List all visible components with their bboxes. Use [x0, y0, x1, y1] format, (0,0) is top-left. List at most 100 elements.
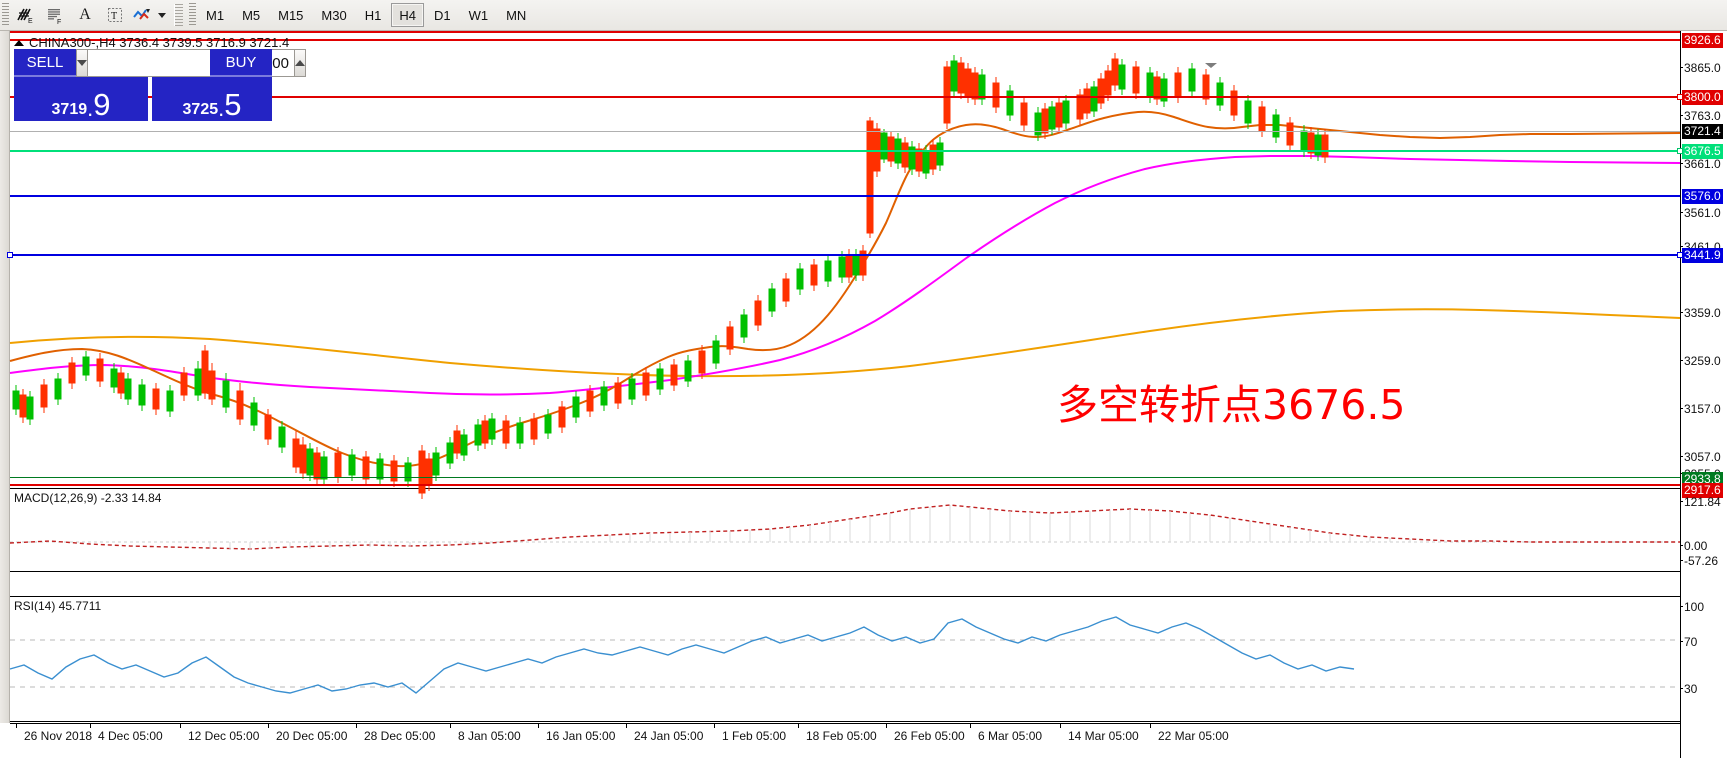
level-handle-3441-right[interactable]	[1677, 252, 1683, 258]
price-tick: 3359.0	[1680, 306, 1721, 320]
main-toolbar: E F A T	[0, 0, 1727, 31]
time-tick: 18 Feb 05:00	[798, 723, 877, 743]
macd-plot	[9, 504, 1680, 550]
chart-annotation-text[interactable]: 多空转折点3676.5	[1057, 381, 1406, 429]
toolbar-grip[interactable]	[2, 3, 9, 27]
rsi-label: RSI(14) 45.7711	[14, 599, 102, 613]
rsi-tick-30: 30	[1679, 682, 1698, 696]
level-line-3576[interactable]	[10, 195, 1680, 197]
level-line-2933	[10, 477, 1680, 478]
time-tick: 4 Dec 05:00	[90, 723, 163, 743]
macd-tick-min: -57.26	[1679, 554, 1719, 568]
volume-increment-button[interactable]	[294, 49, 306, 77]
svg-text:F: F	[57, 19, 61, 26]
expand-triangle-icon[interactable]	[14, 39, 24, 46]
price-badge-last[interactable]: 3721.4	[1682, 124, 1723, 139]
timeframe-d1[interactable]: D1	[433, 7, 451, 23]
expert-advisors-icon[interactable]: E	[10, 2, 40, 29]
sell-button[interactable]: SELL	[14, 49, 76, 77]
level-handle-3800[interactable]	[1677, 94, 1683, 100]
rsi-panel[interactable]: RSI(14) 45.7711	[9, 596, 1680, 722]
rsi-tick-70: 70	[1679, 635, 1698, 649]
price-tick: 3259.0	[1680, 354, 1721, 368]
toolbar-separator	[174, 4, 183, 26]
time-tick: 1 Feb 05:00	[713, 723, 787, 743]
price-scale-axis[interactable]: 3865.0 3763.0 3661.0 3561.0 3461.0 3359.…	[1679, 31, 1727, 758]
chart-top-border	[10, 31, 1680, 33]
text-box-icon[interactable]: T	[100, 2, 130, 29]
chart-left-rail	[0, 31, 10, 723]
price-tick: 3661.0	[1680, 157, 1721, 171]
price-badge-3441[interactable]: 3441.9	[1682, 248, 1723, 263]
timeframe-h4[interactable]: H4	[391, 3, 424, 27]
time-tick: 6 Mar 05:00	[969, 723, 1043, 743]
timeframe-m30[interactable]: M30	[321, 7, 347, 23]
price-tick: 3561.0	[1680, 206, 1721, 220]
svg-text:E: E	[28, 18, 33, 25]
timeframe-m15[interactable]: M15	[278, 7, 304, 23]
price-badge-3576[interactable]: 3576.0	[1682, 189, 1723, 204]
bid-price-fraction: 9	[93, 87, 111, 122]
time-tick: 26 Feb 05:00	[886, 723, 965, 743]
macd-label: MACD(12,26,9) -2.33 14.84	[14, 491, 162, 505]
price-series-plot	[9, 53, 1681, 499]
time-tick: 28 Dec 05:00	[355, 723, 436, 743]
level-handle-3441-left[interactable]	[7, 252, 13, 258]
level-line-3800[interactable]	[10, 94, 1683, 100]
time-tick: 24 Jan 05:00	[625, 723, 704, 743]
arrow-up-icon	[295, 60, 305, 66]
timeframe-m5[interactable]: M5	[242, 7, 261, 23]
indicators-icon[interactable]	[130, 2, 154, 29]
arrow-down-icon	[77, 60, 87, 66]
level-line-3676[interactable]	[10, 148, 1683, 154]
time-tick: 14 Mar 05:00	[1060, 723, 1139, 743]
price-tick: 3057.0	[1680, 450, 1721, 464]
price-badge-3676[interactable]: 3676.5	[1682, 144, 1723, 159]
timeframe-mn[interactable]: MN	[506, 7, 527, 23]
time-tick: 22 Mar 05:00	[1150, 723, 1229, 743]
level-line-2917	[10, 484, 1680, 486]
level-line-last-price	[10, 131, 1680, 132]
time-tick: 20 Dec 05:00	[267, 723, 348, 743]
bid-price-display[interactable]: 3719 . 9	[14, 77, 148, 121]
candlestick-series	[12, 53, 1329, 499]
timeframe-grip[interactable]	[189, 3, 196, 27]
text-label-icon[interactable]: A	[79, 6, 91, 23]
indicators-dropdown-caret-icon[interactable]	[154, 2, 170, 29]
level-line-3441[interactable]	[7, 252, 1683, 258]
volume-stepper[interactable]	[76, 49, 306, 77]
one-click-trading-panel[interactable]: SELL BUY 3719 . 9	[14, 49, 306, 121]
ma-slow-line	[9, 308, 1681, 378]
level-handle-3676[interactable]	[1677, 148, 1683, 154]
price-badge-2917[interactable]: 2917.6	[1682, 483, 1723, 498]
level-line-3926[interactable]	[10, 39, 1680, 41]
ask-price-fraction: 5	[224, 87, 242, 122]
macd-tick-max: 121.84	[1680, 495, 1721, 509]
time-axis[interactable]: 26 Nov 2018 4 Dec 05:00 12 Dec 05:00 20 …	[10, 723, 1680, 758]
svg-text:T: T	[111, 11, 117, 22]
buy-button[interactable]: BUY	[210, 49, 272, 77]
rsi-plot	[9, 616, 1680, 694]
time-tick: 12 Dec 05:00	[179, 723, 260, 743]
collapse-arrow-icon[interactable]	[1205, 63, 1217, 68]
volume-decrement-button[interactable]	[76, 49, 88, 77]
time-tick: 26 Nov 2018	[15, 723, 93, 743]
trade-panel-prices-row: 3719 . 9 3725 . 5	[14, 77, 272, 121]
macd-panel[interactable]: MACD(12,26,9) -2.33 14.84	[9, 488, 1680, 572]
bid-price-integer: 3719	[51, 101, 88, 118]
price-tick: 3157.0	[1680, 402, 1721, 416]
data-window-icon[interactable]: F	[40, 2, 70, 29]
price-tick: 3865.0	[1680, 61, 1721, 75]
chart-symbol-text: CHINA300-,H4 3736.4 3739.5 3716.9 3721.4	[29, 35, 290, 50]
price-badge-3800[interactable]: 3800.0	[1682, 90, 1723, 105]
timeframe-m1[interactable]: M1	[206, 7, 225, 23]
ask-price-display[interactable]: 3725 . 5	[152, 77, 272, 121]
timeframe-h1[interactable]: H1	[364, 7, 382, 23]
ma-fast-line	[9, 110, 1681, 468]
bid-price-dot: .	[87, 96, 94, 121]
chart-canvas[interactable]: CHINA300-,H4 3736.4 3739.5 3716.9 3721.4	[0, 31, 1727, 758]
chart-symbol-title: CHINA300-,H4 3736.4 3739.5 3716.9 3721.4	[14, 35, 289, 50]
price-badge-3926[interactable]: 3926.6	[1682, 33, 1723, 48]
timeframe-w1[interactable]: W1	[468, 7, 489, 23]
